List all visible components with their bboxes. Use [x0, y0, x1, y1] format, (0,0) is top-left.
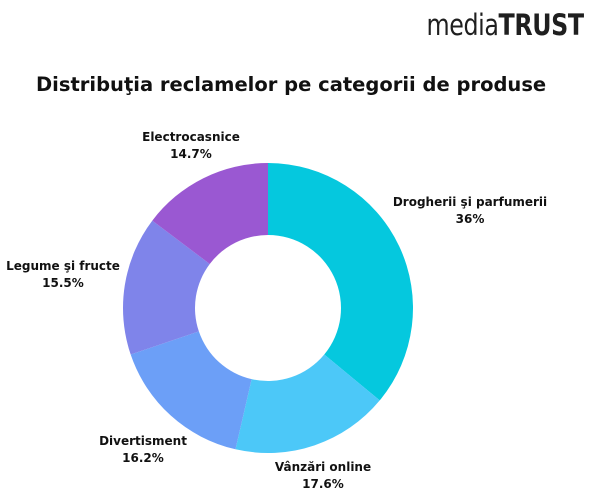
slice-label-value: 36%	[456, 212, 485, 226]
slice-labels: Drogherii şi parfumerii 36% Vânzări online…	[6, 130, 547, 491]
slice-label-name: Drogherii şi parfumerii	[393, 195, 547, 209]
donut-slices	[122, 163, 413, 453]
mediatrust-logo: mediaTRUST	[426, 8, 585, 42]
slice-label-name: Divertisment	[99, 434, 187, 448]
slice-divertisment	[130, 331, 252, 450]
slice-v-nz-ri-online	[235, 354, 380, 453]
slice-electrocasnice	[152, 163, 268, 264]
slice-label-value: 17.6%	[302, 477, 344, 491]
slice-label-name: Vânzări online	[275, 460, 371, 474]
slice-label-value: 16.2%	[122, 451, 164, 465]
slice-label-name: Electrocasnice	[142, 130, 240, 144]
slice-label-name: Legume şi fructe	[6, 259, 120, 273]
slice-label-value: 14.7%	[170, 147, 212, 161]
chart-title: Distribuţia reclamelor pe categorii de p…	[36, 73, 547, 96]
slice-label-value: 15.5%	[42, 276, 84, 290]
slice-drogherii-i-parfumerii	[268, 163, 413, 401]
slice-legume-i-fructe	[122, 220, 210, 355]
